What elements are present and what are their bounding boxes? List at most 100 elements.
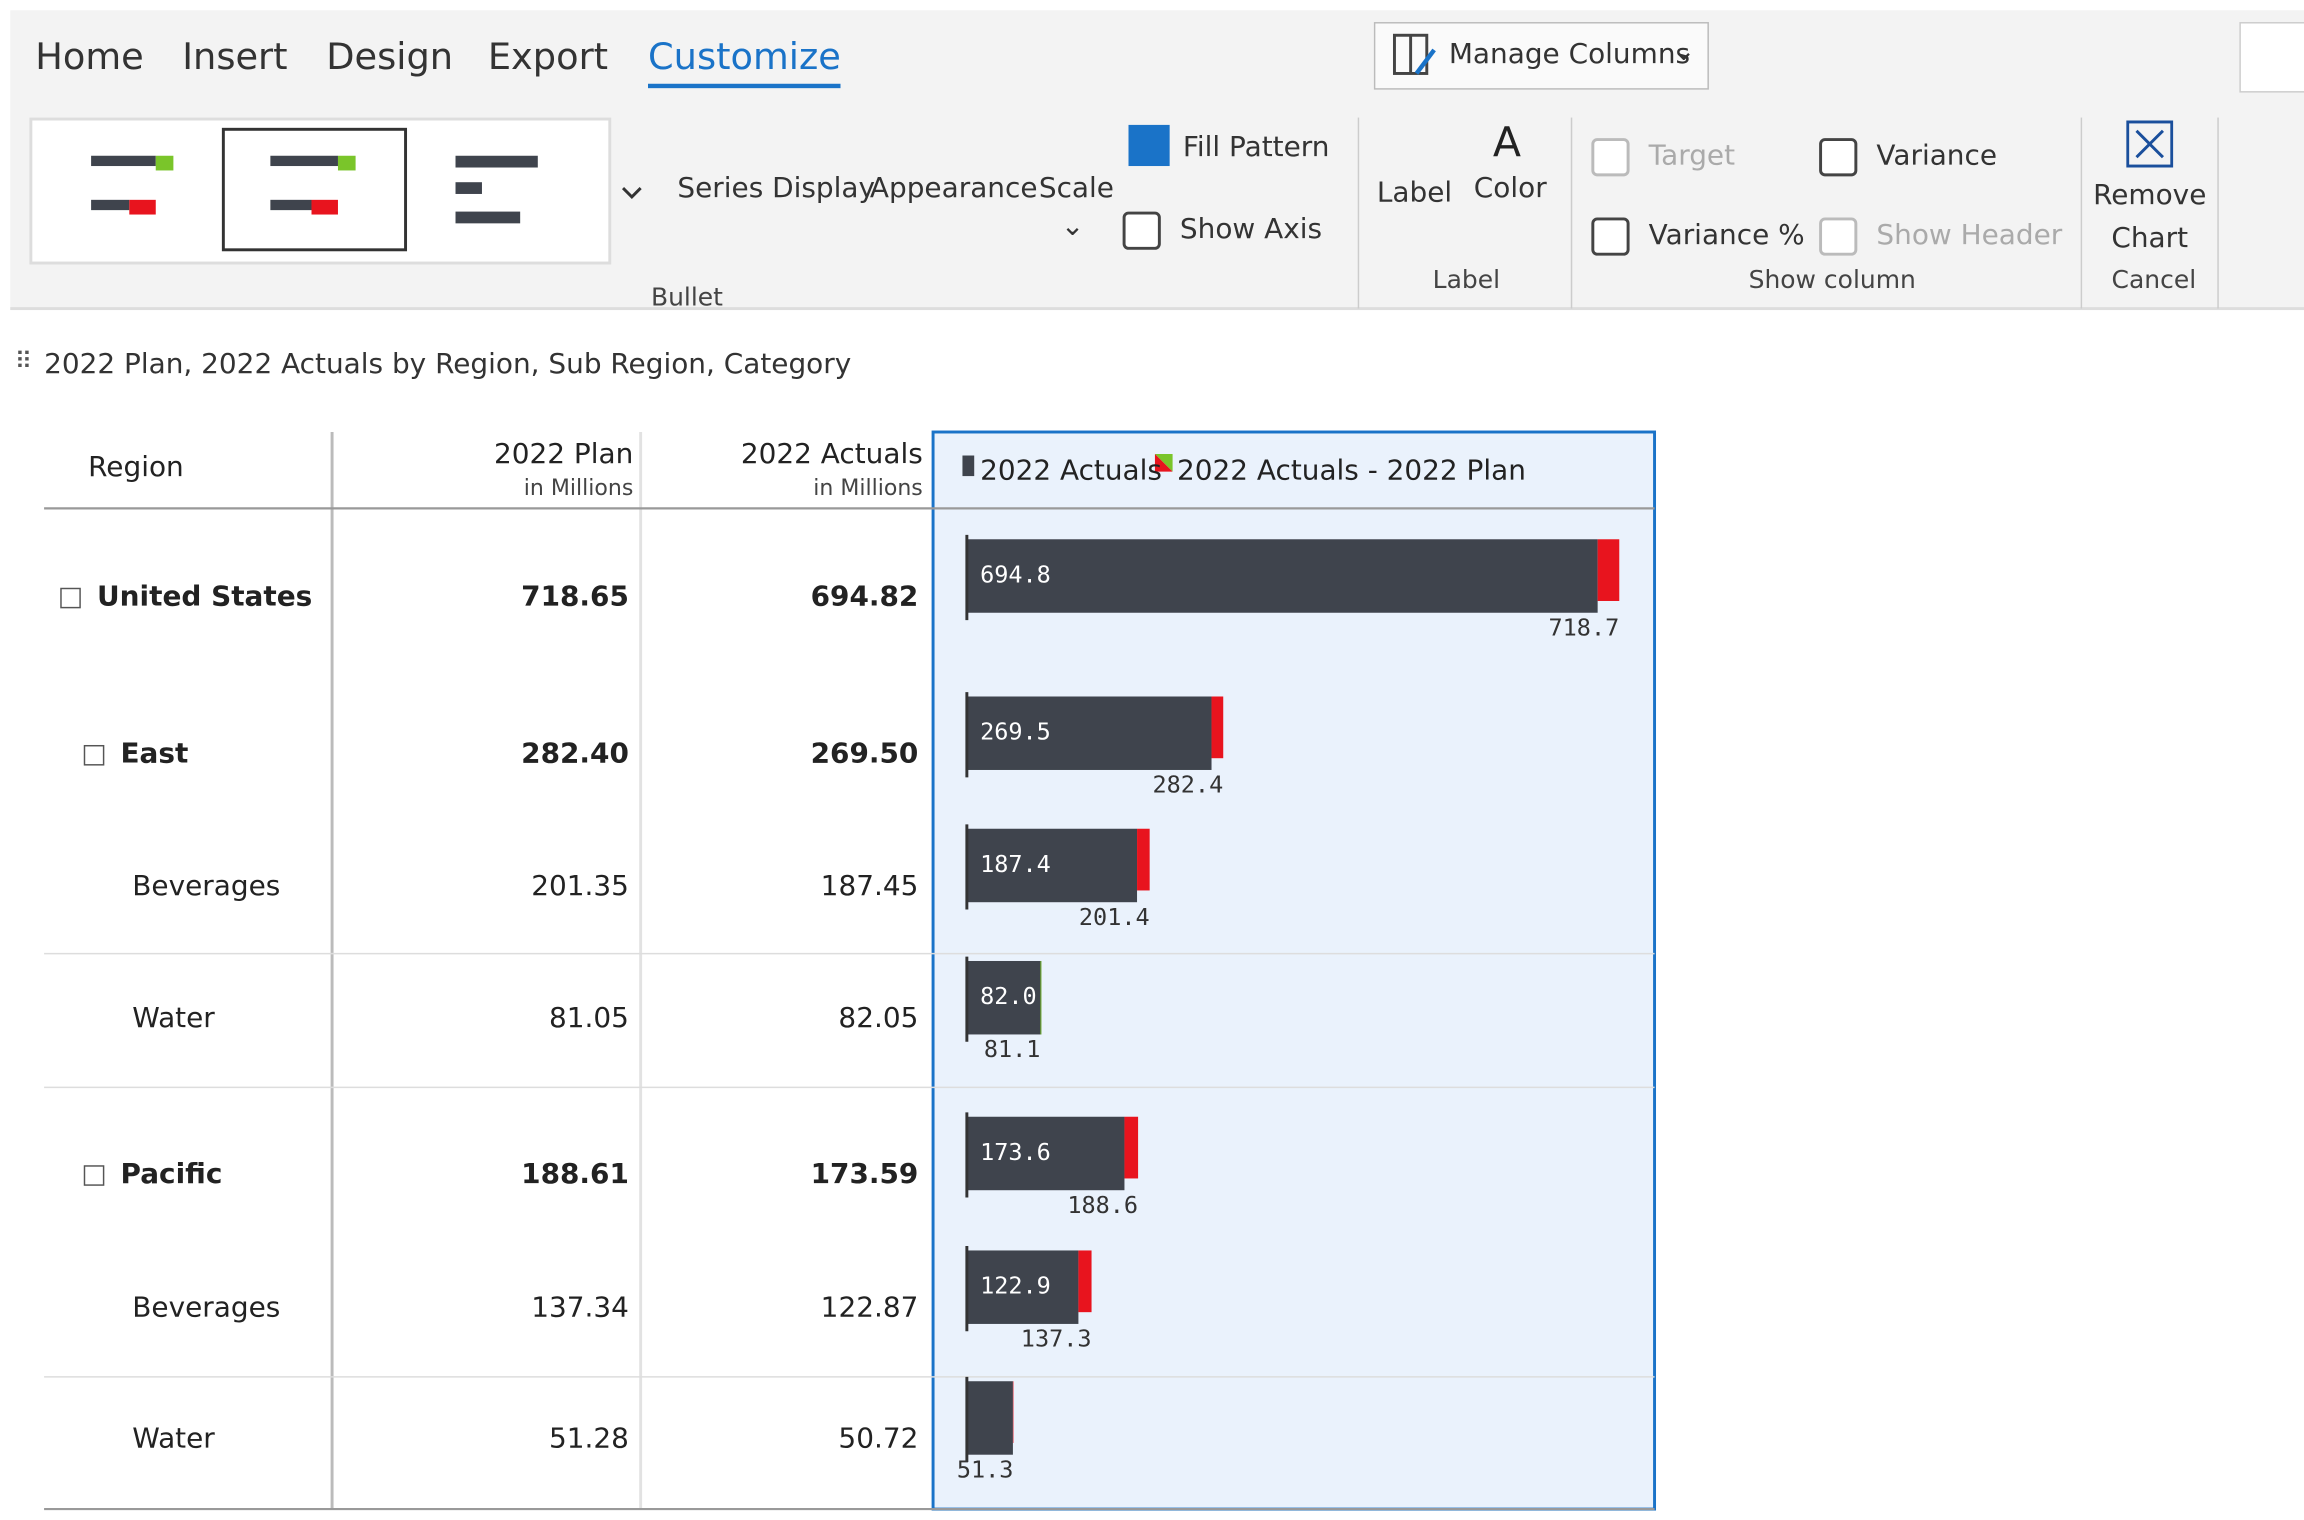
row-label: Water (132, 1002, 215, 1035)
plan-label: 81.1 (984, 1035, 1041, 1063)
column-header: 2022 Plan (493, 437, 634, 471)
variance-bar (1040, 960, 1042, 1035)
actuals-cell: 122.87 (820, 1291, 919, 1324)
checkbox-label: Show Axis (1179, 213, 1323, 246)
separator (2080, 117, 2083, 309)
plan-cell: 188.61 (521, 1157, 629, 1191)
chevron: ⌄ (1060, 210, 1085, 243)
label-button[interactable]: Label (1376, 176, 1453, 209)
expand-toggle (83, 744, 105, 766)
group-label: Bullet (650, 283, 723, 313)
checkbox-label: Variance % (1648, 218, 1805, 252)
actuals-cell: 173.59 (810, 1157, 919, 1191)
checkbox[interactable] (1591, 217, 1630, 256)
plan-label: 188.6 (1067, 1191, 1138, 1219)
group-label: Show column (1748, 265, 1916, 296)
actual-label: 269.5 (980, 718, 1051, 746)
checkbox-label: Variance (1876, 139, 1998, 172)
manage-columns-button[interactable]: Manage Columns ⌄ (1373, 22, 1709, 90)
checkbox[interactable] (1122, 211, 1161, 250)
actuals-cell: 694.82 (810, 580, 919, 613)
fill-pattern-button[interactable]: Fill Pattern (1182, 130, 1330, 164)
icon: A (1492, 117, 1522, 167)
actual-bar (966, 696, 1212, 770)
variance-bar (1137, 828, 1150, 891)
scale-button[interactable]: Scale (1038, 171, 1114, 205)
checkbox-label: Show Header (1876, 218, 2063, 252)
plan-cell: 201.35 (531, 869, 629, 903)
actuals-cell: 82.05 (838, 1002, 919, 1035)
plan-label: 137.3 (1021, 1325, 1092, 1353)
expand-toggle (60, 587, 81, 609)
actuals-cell: 187.45 (820, 869, 919, 903)
column-header: Region (88, 451, 184, 484)
checkbox[interactable] (1819, 217, 1858, 256)
legend-label: 2022 Actuals (980, 454, 1162, 487)
plan-cell: 282.40 (521, 737, 629, 770)
tab-active[interactable]: Customize (648, 35, 841, 89)
row-label: East (120, 737, 189, 770)
plan-cell: 137.34 (531, 1291, 629, 1324)
checkbox[interactable] (1591, 138, 1630, 177)
actuals-cell: 50.72 (838, 1422, 919, 1455)
series-display-button[interactable]: Series Display (677, 171, 876, 205)
icon (1392, 33, 1436, 75)
icon (2126, 120, 2174, 168)
comment-button[interactable] (2239, 22, 2304, 93)
remove-chart-button[interactable]: Remove Chart (2093, 179, 2207, 255)
drag-handle[interactable]: ⠿ (14, 346, 32, 375)
plan-cell: 51.28 (548, 1422, 629, 1455)
chevron: ⌄ (1672, 35, 1696, 68)
actual-bar (966, 1381, 1013, 1455)
plan-label: 718.7 (1549, 613, 1620, 641)
plan-cell: 718.65 (521, 580, 629, 613)
plan-label: 51.3 (957, 1455, 1014, 1483)
row-label: Water (132, 1422, 215, 1455)
tab[interactable]: Home (35, 35, 144, 78)
row-label: Beverages (132, 1291, 281, 1324)
appearance-button[interactable]: Appearance (869, 171, 1038, 205)
legend-swatch (1154, 454, 1173, 472)
color-button[interactable]: Color (1473, 171, 1547, 205)
gallery-icons (91, 127, 642, 252)
actuals-cell: 269.50 (810, 737, 919, 770)
row-label: United States (96, 580, 313, 613)
row-label: Beverages (132, 869, 281, 903)
separator (2217, 117, 2219, 309)
actual-bar (966, 539, 1598, 613)
report-title: 2022 Plan, 2022 Actuals by Region, Sub R… (44, 348, 852, 381)
variance-bar (1078, 1250, 1092, 1313)
actual-label: 122.9 (980, 1272, 1051, 1300)
variance-bar (1211, 696, 1224, 759)
checkbox[interactable] (1819, 138, 1858, 177)
checkbox-label: Target (1648, 139, 1736, 172)
actual-label: 82.0 (980, 982, 1037, 1010)
column-header: 2022 Actuals (740, 437, 923, 471)
variance-bar (1012, 1381, 1014, 1443)
actual-bar (966, 828, 1138, 903)
expand-toggle (83, 1165, 105, 1186)
actual-bar (966, 1116, 1125, 1191)
separator (1570, 117, 1573, 309)
column-header: in Millions (523, 474, 634, 502)
actual-label: 173.6 (980, 1138, 1051, 1166)
gallery (29, 117, 612, 265)
tab[interactable]: Design (326, 35, 454, 78)
actual-label: 187.4 (980, 850, 1051, 878)
fill-pattern-icon (1128, 124, 1170, 167)
button-label: Manage Columns (1448, 38, 1691, 71)
legend-swatch (1154, 454, 1173, 472)
group-label: Cancel (2111, 265, 2197, 296)
tab[interactable]: Insert (182, 35, 288, 78)
variance-bar (1124, 1116, 1139, 1179)
actual-label: 694.8 (980, 561, 1051, 589)
tab[interactable]: Export (487, 35, 609, 78)
actual-bar (966, 1250, 1079, 1324)
legend-swatch (962, 455, 975, 477)
actual-bar (966, 960, 1042, 1035)
variance-bar (1597, 539, 1620, 601)
plan-label: 201.4 (1079, 903, 1150, 931)
